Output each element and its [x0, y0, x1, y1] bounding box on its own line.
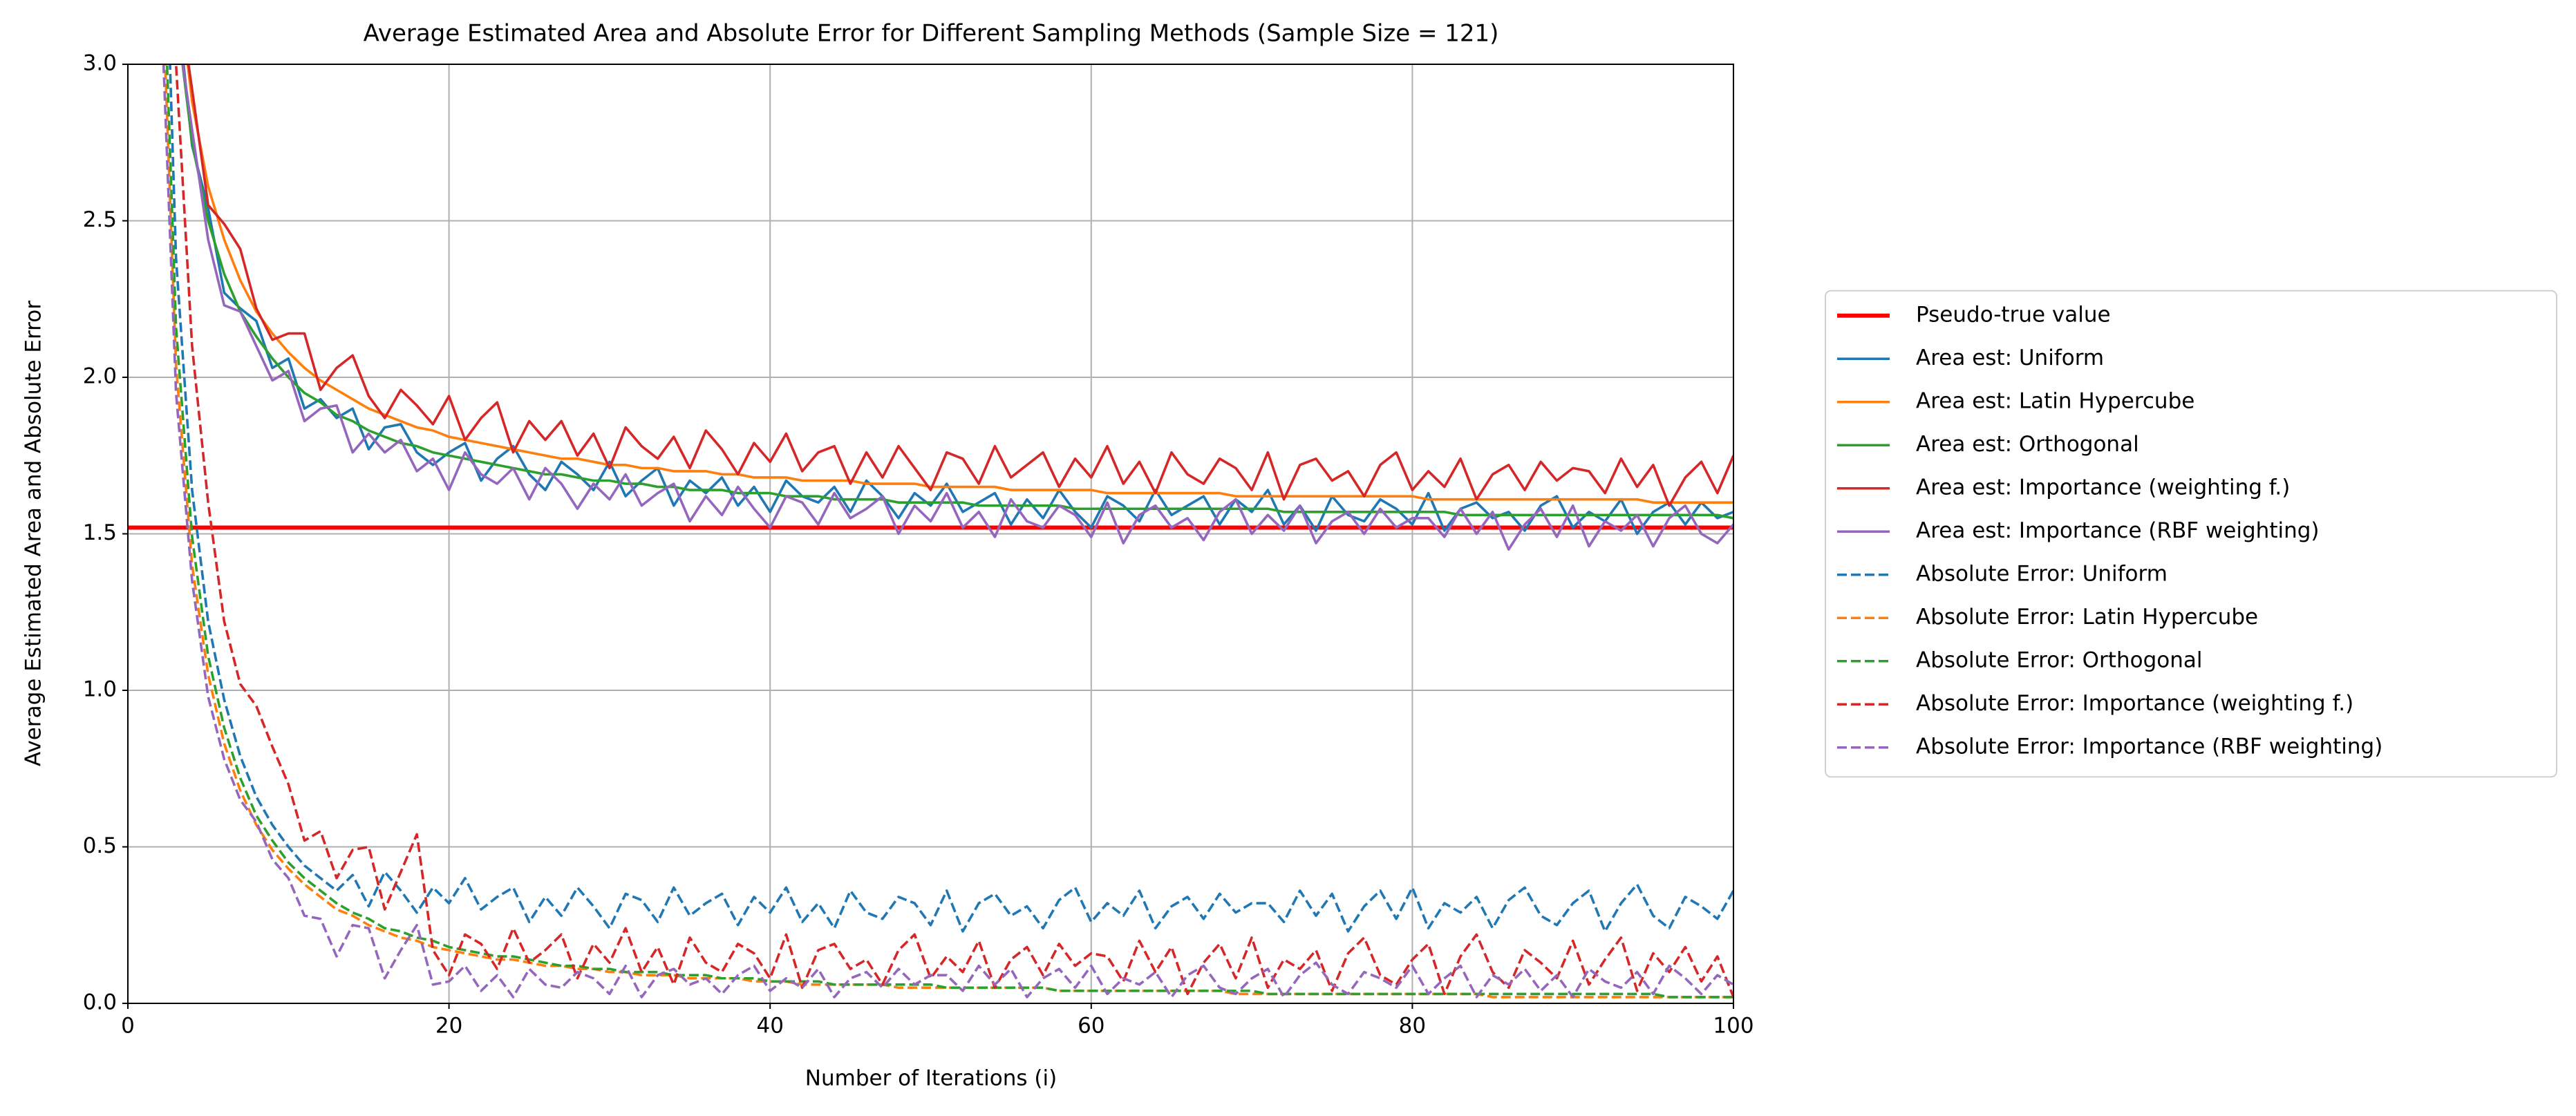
- plot-frame: [127, 64, 1734, 1004]
- x-tick-label: 80: [1399, 1014, 1426, 1039]
- series-line: [181, 64, 1733, 551]
- legend: Pseudo-true value Area est: Uniform Area e…: [1825, 290, 2557, 778]
- legend-label: Absolute Error: Orthogonal: [1916, 647, 2202, 672]
- x-tick-label: 100: [1713, 1014, 1754, 1039]
- y-axis-label: Average Estimated Area and Absolute Erro…: [21, 301, 46, 766]
- series-line: [181, 64, 1733, 520]
- chart-title: Average Estimated Area and Absolute Erro…: [364, 20, 1499, 48]
- series-line: [169, 64, 1733, 933]
- legend-label: Area est: Orthogonal: [1916, 432, 2139, 457]
- x-tick-label: 40: [756, 1014, 783, 1039]
- legend-label: Area est: Uniform: [1916, 346, 2104, 370]
- legend-box: [1825, 290, 2557, 778]
- legend-label: Absolute Error: Latin Hypercube: [1916, 605, 2258, 630]
- legend-label: Pseudo-true value: [1916, 302, 2111, 327]
- legend-label: Area est: Importance (RBF weighting): [1916, 518, 2320, 543]
- y-tick-label: 2.0: [83, 364, 117, 389]
- y-tick-label: 3.0: [83, 51, 117, 76]
- x-tick-label: 20: [435, 1014, 462, 1039]
- x-tick-label: 60: [1078, 1014, 1104, 1039]
- y-tick-label: 1.0: [83, 677, 117, 702]
- legend-label: Absolute Error: Importance (RBF weightin…: [1916, 734, 2382, 759]
- x-axis-label: Number of Iterations (i): [805, 1066, 1057, 1091]
- series-line: [174, 64, 1733, 998]
- series-line: [162, 64, 1733, 999]
- legend-label: Area est: Latin Hypercube: [1916, 388, 2194, 413]
- series-line: [182, 64, 1733, 536]
- series-line: [187, 64, 1733, 507]
- legend-label: Area est: Importance (weighting f.): [1916, 475, 2290, 500]
- y-tick-label: 1.5: [83, 520, 117, 545]
- x-tick-label: 0: [121, 1014, 135, 1039]
- legend-label: Absolute Error: Importance (weighting f.…: [1916, 691, 2353, 716]
- legend-label: Absolute Error: Uniform: [1916, 561, 2168, 586]
- y-tick-label: 2.5: [83, 207, 117, 232]
- y-tick-label: 0.5: [83, 833, 117, 858]
- y-tick-label: 0.0: [83, 990, 117, 1015]
- series-line: [165, 64, 1733, 999]
- plot-area: [128, 64, 1733, 999]
- series-line: [186, 64, 1733, 504]
